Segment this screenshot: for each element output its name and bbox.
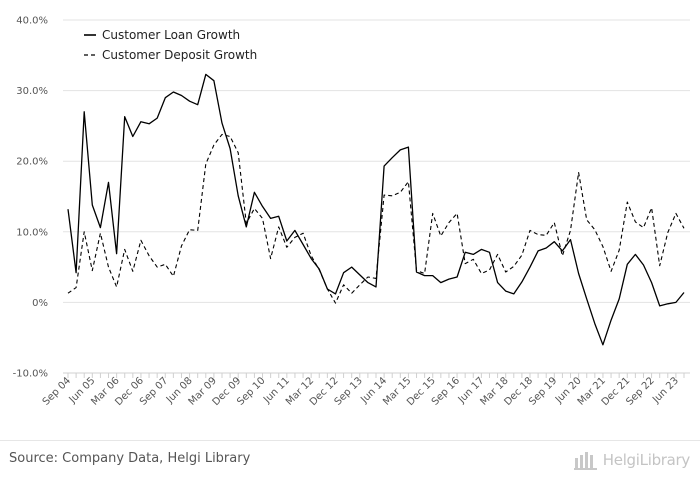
series-line-deposit-growth [67, 133, 685, 304]
x-tick-label: Jun 23 [650, 375, 681, 406]
y-tick-label: 40.0% [16, 16, 48, 27]
grid-lines [63, 19, 690, 374]
y-tick-label: -10.0% [13, 369, 48, 380]
y-tick-label: 10.0% [16, 227, 48, 238]
series-lines [67, 73, 685, 346]
source-note: Source: Company Data, Helgi Library [9, 451, 251, 466]
y-tick-label: 20.0% [16, 157, 48, 168]
y-axis: -10.0% 0% 10.0% 20.0% 30.0% 40.0% [13, 16, 48, 380]
legend: Customer Loan Growth Customer Deposit Gr… [84, 28, 257, 62]
y-tick-label: 0% [32, 298, 48, 309]
legend-label-loan: Customer Loan Growth [102, 28, 240, 42]
helgi-library-logo-icon [573, 452, 597, 470]
brand-name: HelgiLibrary [602, 451, 691, 469]
footer: Source: Company Data, Helgi Library Helg… [0, 440, 700, 484]
helgi-library-link[interactable]: HelgiLibrary [573, 449, 690, 471]
x-tick-label: Sep 04 [41, 375, 73, 407]
legend-label-deposit: Customer Deposit Growth [102, 48, 257, 62]
y-tick-label: 30.0% [16, 86, 48, 97]
chart-area: -10.0% 0% 10.0% 20.0% 30.0% 40.0% Sep 04 Jun 0… [13, 16, 690, 408]
series-line-loan-growth [67, 73, 685, 346]
